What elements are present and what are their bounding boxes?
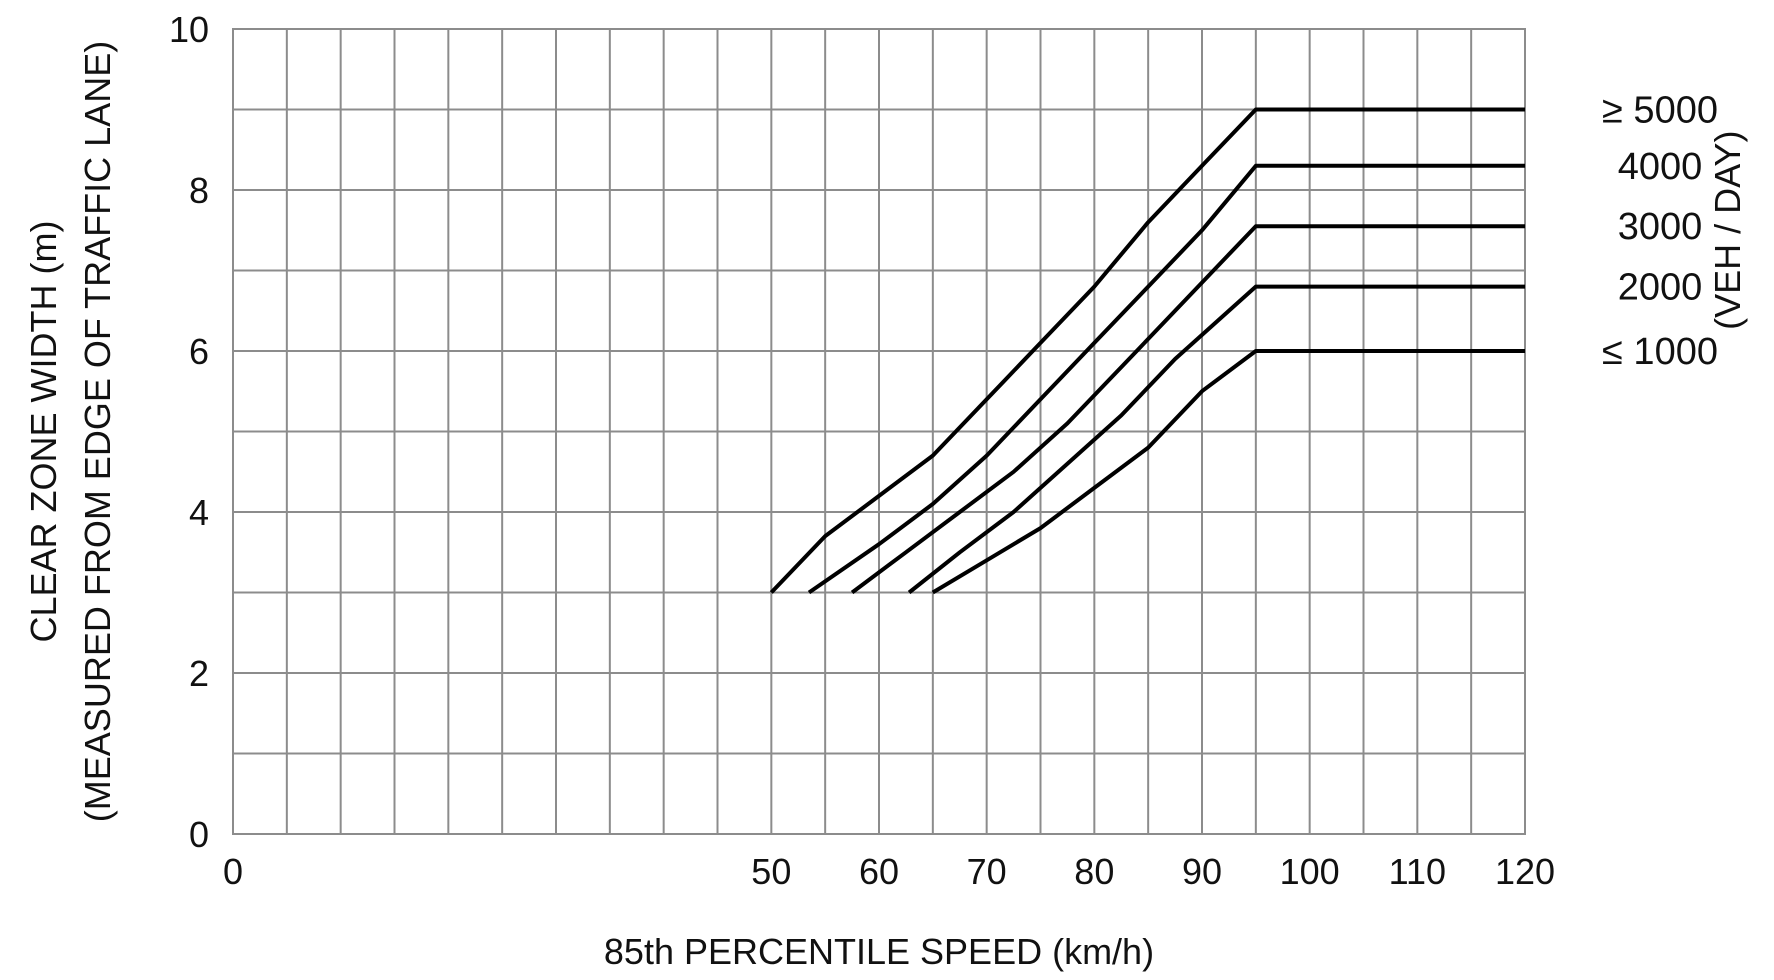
y-tick-labels: 0 2 4 6 8 10 [169, 9, 209, 855]
y-tick-label: 4 [189, 492, 209, 533]
series-line-3 [907, 284, 1525, 595]
y-tick-label: 6 [189, 331, 209, 372]
y-tick-label: 0 [189, 814, 209, 855]
series-label-1: 4000 [1618, 146, 1703, 188]
x-tick-label: 120 [1495, 851, 1555, 892]
x-tick-label: 100 [1280, 851, 1340, 892]
x-tick-label: 90 [1182, 851, 1222, 892]
series-label-0: ≥ 5000 [1602, 90, 1718, 132]
y-tick-label: 2 [189, 653, 209, 694]
series-line-0 [769, 107, 1525, 594]
plot-area [232, 28, 1526, 835]
series-labels: ≥ 5000 4000 3000 2000 ≤ 1000 [1602, 90, 1718, 374]
x-tick-labels: 0 50 60 70 80 90 100 110 120 [223, 851, 1555, 892]
legend-title: (VEH / DAY) [1707, 131, 1748, 330]
y-tick-label: 8 [189, 170, 209, 211]
x-tick-label: 80 [1074, 851, 1114, 892]
y-tick-label: 10 [169, 9, 209, 50]
series-line-4 [931, 349, 1525, 595]
x-tick-label: 50 [751, 851, 791, 892]
series-label-3: 2000 [1618, 267, 1703, 309]
x-axis-title: 85th PERCENTILE SPEED (km/h) [604, 931, 1154, 972]
series-line-1 [807, 163, 1525, 595]
y-axis-subtitle: (MEASURED FROM EDGE OF TRAFFIC LANE) [77, 41, 118, 822]
x-tick-label: 110 [1389, 851, 1446, 892]
x-tick-label: 70 [967, 851, 1007, 892]
series-label-4: ≤ 1000 [1602, 331, 1718, 373]
series-line-2 [850, 224, 1525, 595]
grid [232, 28, 1526, 835]
x-tick-label: 60 [859, 851, 899, 892]
y-axis-title: CLEAR ZONE WIDTH (m) [23, 221, 64, 643]
series-label-2: 3000 [1618, 206, 1703, 248]
x-tick-label: 0 [223, 851, 243, 892]
series-layer [769, 107, 1525, 595]
